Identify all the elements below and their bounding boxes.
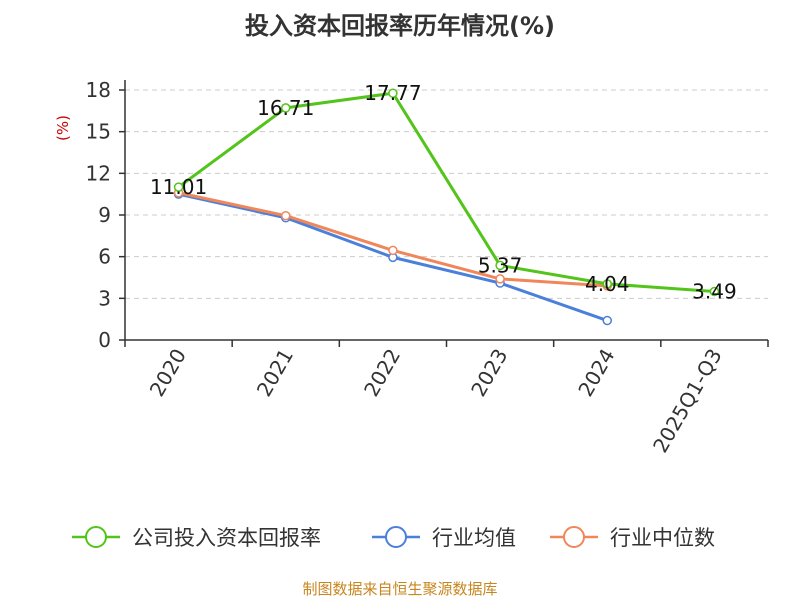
data-point	[495, 260, 505, 271]
data-label: 3.49	[692, 280, 737, 304]
series-lines	[173, 88, 720, 326]
data-point	[388, 245, 398, 256]
x-tick-label: 2024	[573, 345, 619, 401]
series-1	[173, 189, 612, 326]
series-line	[177, 91, 715, 294]
data-point	[602, 315, 612, 326]
data-label: 4.04	[585, 272, 630, 296]
legend-label: 行业中位数	[610, 526, 715, 550]
x-tick-label: 2021	[252, 345, 298, 401]
y-tick-label: 3	[98, 286, 111, 310]
legend-marker	[385, 526, 407, 548]
source-note: 制图数据来自恒生聚源数据库	[302, 580, 497, 598]
legend-item[interactable]: 行业均值	[372, 526, 516, 550]
x-tick-label: 2022	[359, 345, 405, 401]
y-tick-label: 9	[98, 203, 111, 227]
y-tick-label: 18	[86, 78, 111, 102]
legend-label: 行业均值	[432, 526, 516, 550]
legend: 公司投入资本回报率 行业均值 行业中位数	[72, 526, 715, 550]
x-tick-label: 2023	[466, 345, 512, 401]
data-label: 16.71	[257, 96, 314, 120]
data-labels: 11.01 16.71 17.77 5.37 4.04 3.49	[150, 81, 737, 303]
y-tick-label: 0	[98, 328, 111, 352]
series-0	[173, 88, 720, 297]
legend-label: 公司投入资本回报率	[132, 526, 321, 550]
y-tick-label: 12	[86, 161, 111, 185]
legend-marker	[85, 526, 107, 548]
data-point	[709, 286, 720, 297]
legend-marker	[563, 526, 585, 548]
data-point	[602, 279, 612, 289]
x-tick-label: 2020	[145, 345, 191, 401]
x-tick-label: 2025Q1-Q3	[648, 345, 727, 457]
data-label: 5.37	[478, 253, 523, 277]
legend-item[interactable]: 行业中位数	[550, 526, 715, 550]
data-label: 17.77	[364, 81, 421, 105]
axes: 0 3 6 9 12 15 18 2020 2021 2022 2023 2024 2025Q1-Q3	[86, 78, 769, 457]
data-point	[173, 182, 184, 192]
data-point	[281, 103, 291, 113]
chart-title: 投入资本回报率历年情况(%)	[245, 12, 555, 40]
data-point	[388, 88, 398, 98]
data-point	[495, 274, 505, 284]
grid-lines	[125, 89, 768, 299]
y-axis-label: (%)	[54, 115, 72, 141]
y-tick-label: 15	[86, 120, 111, 144]
legend-item[interactable]: 公司投入资本回报率	[72, 526, 321, 550]
y-tick-label: 6	[98, 245, 111, 269]
data-label: 11.01	[150, 175, 207, 199]
data-point	[281, 210, 291, 221]
